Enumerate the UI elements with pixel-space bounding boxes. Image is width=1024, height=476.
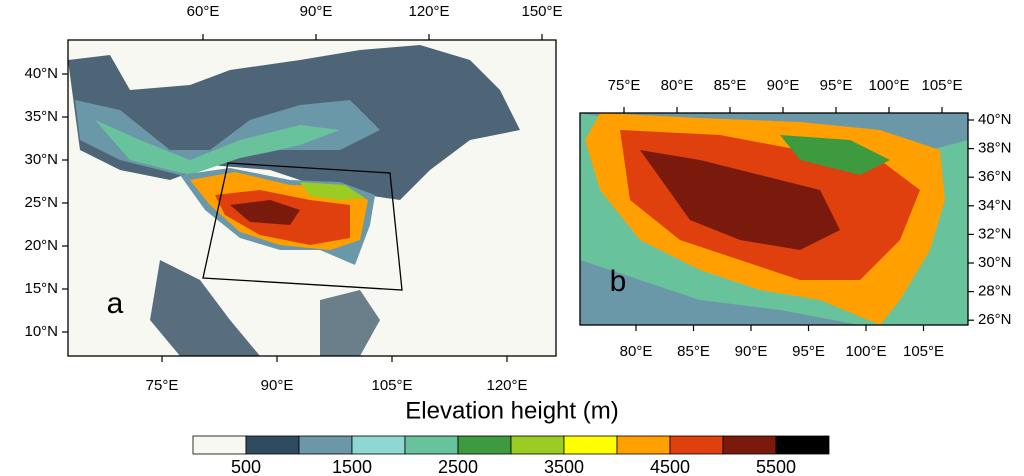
colorbar-swatch	[404, 435, 459, 455]
x-tick-label: 90°E	[735, 343, 768, 360]
y-tick-label: 30°N	[978, 254, 1012, 271]
x-tick-label: 85°E	[677, 343, 710, 360]
map-a	[68, 40, 556, 356]
colorbar-label: 2500	[438, 457, 478, 476]
colorbar-swatch	[245, 435, 300, 455]
x-tick-label: 90°E	[261, 377, 294, 394]
frame-a	[67, 39, 557, 357]
panel-label: a	[107, 287, 124, 320]
colorbar-swatch	[457, 435, 512, 455]
colorbar-swatch	[775, 435, 830, 455]
colorbar-swatch	[669, 435, 724, 455]
x-tick-label: 105°E	[371, 377, 412, 394]
x-tick-label: 150°E	[521, 3, 562, 20]
colorbar-swatch	[510, 435, 565, 455]
panel-label: b	[610, 265, 627, 298]
colorbar-swatch	[298, 435, 353, 455]
colorbar-label: 1500	[332, 457, 372, 476]
y-tick-label: 34°N	[978, 197, 1012, 214]
map-b	[580, 113, 968, 325]
colorbar-label: 4500	[650, 457, 690, 476]
y-tick-label: 32°N	[978, 225, 1012, 242]
x-tick-label: 75°E	[608, 77, 641, 94]
y-tick-label: 36°N	[978, 168, 1012, 185]
y-tick-label: 30°N	[24, 151, 58, 168]
x-tick-label: 60°E	[187, 3, 220, 20]
x-tick-label: 90°E	[767, 77, 800, 94]
colorbar-swatch	[722, 435, 777, 455]
colorbar-swatch	[563, 435, 618, 455]
colorbar-label: 3500	[544, 457, 584, 476]
y-tick-label: 10°N	[24, 323, 58, 340]
frame-b	[579, 112, 969, 326]
y-tick-label: 28°N	[978, 283, 1012, 300]
colorbar-swatch	[192, 435, 247, 455]
x-tick-label: 85°E	[714, 77, 747, 94]
y-tick-label: 40°N	[978, 111, 1012, 128]
x-tick-label: 80°E	[620, 343, 653, 360]
y-tick-label: 20°N	[24, 237, 58, 254]
colorbar-label: 500	[231, 457, 261, 476]
colorbar-swatch	[351, 435, 406, 455]
y-tick-label: 15°N	[24, 280, 58, 297]
x-tick-label: 80°E	[661, 77, 694, 94]
x-tick-label: 120°E	[486, 377, 527, 394]
x-tick-label: 90°E	[300, 3, 333, 20]
y-tick-label: 40°N	[24, 65, 58, 82]
y-tick-label: 26°N	[978, 311, 1012, 328]
x-tick-label: 120°E	[408, 3, 449, 20]
colorbar-swatch	[616, 435, 671, 455]
x-tick-label: 105°E	[921, 77, 962, 94]
colorbar-label: 5500	[756, 457, 796, 476]
x-tick-label: 105°E	[903, 343, 944, 360]
colorbar-title: Elevation height (m)	[405, 397, 618, 424]
x-tick-label: 75°E	[146, 377, 179, 394]
y-tick-label: 25°N	[24, 194, 58, 211]
x-tick-label: 100°E	[845, 343, 886, 360]
x-tick-label: 100°E	[868, 77, 909, 94]
y-tick-label: 35°N	[24, 108, 58, 125]
y-tick-label: 38°N	[978, 140, 1012, 157]
x-tick-label: 95°E	[820, 77, 853, 94]
x-tick-label: 95°E	[792, 343, 825, 360]
